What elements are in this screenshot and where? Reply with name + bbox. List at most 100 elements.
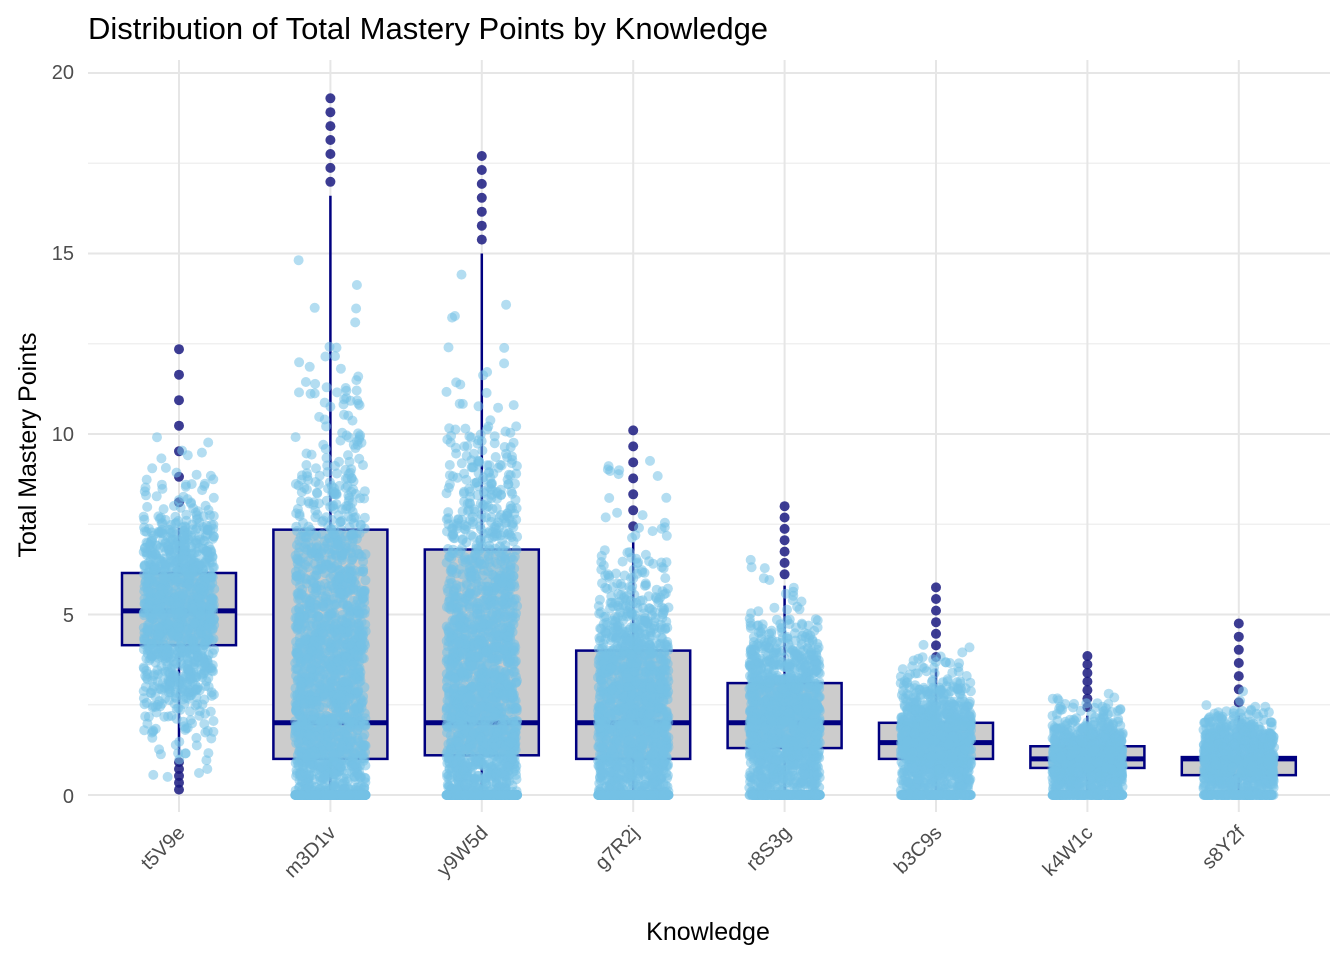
jitter-point [187, 603, 198, 614]
jitter-point [308, 790, 319, 800]
jitter-point [343, 500, 354, 511]
jitter-point [168, 656, 179, 667]
outlier-point [779, 569, 790, 580]
jitter-point [291, 521, 302, 532]
jitter-point [340, 659, 351, 670]
jitter-point [329, 769, 340, 780]
outlier-point [174, 784, 184, 795]
jitter-point [308, 577, 318, 588]
jitter-point [195, 636, 206, 647]
jitter-point [164, 668, 175, 679]
jitter-point [317, 601, 328, 612]
jitter-point [304, 596, 315, 607]
jitter-point [334, 572, 345, 583]
outlier-point [628, 473, 639, 484]
jitter-point [325, 401, 336, 412]
jitter-point [322, 737, 333, 748]
jitter-point [194, 558, 205, 569]
jitter-point [334, 588, 345, 599]
jitter-point [291, 508, 302, 519]
jitter-point [148, 769, 159, 780]
jitter-point [348, 705, 359, 716]
jitter-point [294, 387, 304, 398]
jitter-point [342, 732, 353, 742]
jitter-point [199, 694, 210, 705]
jitter-point [208, 492, 219, 503]
outlier-point [476, 165, 487, 175]
jitter-point [335, 690, 346, 701]
outlier-point [779, 535, 790, 546]
jitter-point [354, 453, 365, 464]
jitter-point [146, 536, 156, 547]
jitter-point [182, 450, 193, 461]
outlier-point [476, 234, 487, 245]
jitter-point [331, 468, 342, 479]
jitter-point [158, 504, 169, 515]
outlier-point [628, 489, 639, 500]
jitter-point [359, 753, 370, 764]
jitter-point [139, 522, 150, 533]
outlier-point [1233, 631, 1244, 642]
outlier-point [174, 764, 184, 774]
outlier-point [476, 151, 487, 161]
jitter-point [189, 618, 200, 629]
jitter-point [482, 367, 493, 377]
jitter-point [173, 748, 184, 759]
jitter-point [332, 559, 343, 570]
jitter-point [172, 566, 183, 577]
jitter-point [154, 696, 165, 707]
jitter-point [360, 720, 371, 731]
jitter-point [360, 575, 371, 586]
jitter-point [309, 302, 320, 313]
jitter-point [208, 666, 218, 677]
jitter-point [202, 546, 213, 557]
jitter-point [139, 542, 150, 553]
jitter-point [160, 514, 171, 525]
jitter-point [202, 726, 213, 736]
jitter-point [195, 583, 206, 594]
outlier-point [628, 441, 639, 452]
jitter-point [456, 458, 467, 469]
jitter-point [174, 607, 185, 618]
jitter-point [199, 658, 210, 669]
jitter-point [354, 400, 365, 411]
outlier-point [476, 220, 487, 231]
jitter-point [154, 744, 165, 755]
outlier-point [174, 344, 184, 355]
jitter-point [142, 501, 153, 512]
jitter-point [292, 558, 303, 569]
jitter-point [336, 515, 347, 526]
jitter-point [311, 612, 322, 623]
jitter-point [353, 428, 364, 439]
outlier-point [628, 457, 639, 468]
jitter-point [330, 618, 341, 629]
jitter-point [443, 507, 454, 518]
outlier-point [1233, 658, 1244, 668]
jitter-point [306, 547, 317, 558]
jitter-point [180, 479, 191, 490]
jitter-point [296, 770, 307, 781]
jitter-point [344, 790, 354, 800]
jitter-point [354, 609, 365, 620]
jitter-point [351, 544, 362, 555]
outlier-point [628, 505, 639, 516]
jitter-point [326, 790, 337, 800]
jitter-point [159, 682, 170, 693]
jitter-point [203, 621, 214, 632]
jitter-point [328, 599, 339, 610]
jitter-point [162, 771, 173, 782]
jitter-point [324, 341, 335, 352]
jitter-point [178, 491, 189, 502]
jitter-point [344, 456, 355, 467]
jitter-point [319, 688, 330, 699]
jitter-point [351, 303, 362, 314]
jitter-point [314, 470, 325, 481]
jitter-point [321, 382, 332, 393]
jitter-point [181, 509, 192, 520]
jitter-point [157, 528, 168, 539]
jitter-point [316, 716, 327, 727]
jitter-point [167, 628, 177, 639]
jitter-point [141, 665, 152, 676]
jitter-point [187, 718, 197, 729]
